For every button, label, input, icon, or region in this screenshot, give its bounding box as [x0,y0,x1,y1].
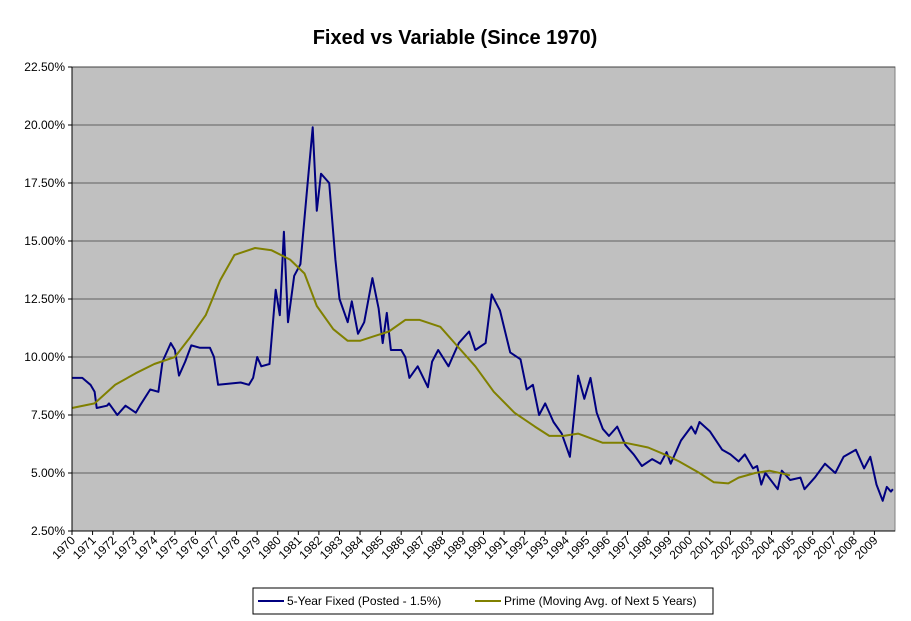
y-tick-label: 5.00% [31,466,65,480]
series-line [72,126,894,502]
y-tick-label: 17.50% [24,176,65,190]
y-tick-label: 12.50% [24,292,65,306]
y-tick-label: 7.50% [31,408,65,422]
y-tick-label: 22.50% [24,60,65,74]
y-tick-label: 15.00% [24,234,65,248]
legend-label: Prime (Moving Avg. of Next 5 Years) [504,594,697,608]
legend-label: 5-Year Fixed (Posted - 1.5%) [287,594,441,608]
y-tick-label: 20.00% [24,118,65,132]
x-tick-label: 2009 [852,533,881,562]
y-tick-label: 10.00% [24,350,65,364]
series-line [71,247,791,485]
y-tick-label: 2.50% [31,524,65,538]
chart-title: Fixed vs Variable (Since 1970) [313,27,598,49]
